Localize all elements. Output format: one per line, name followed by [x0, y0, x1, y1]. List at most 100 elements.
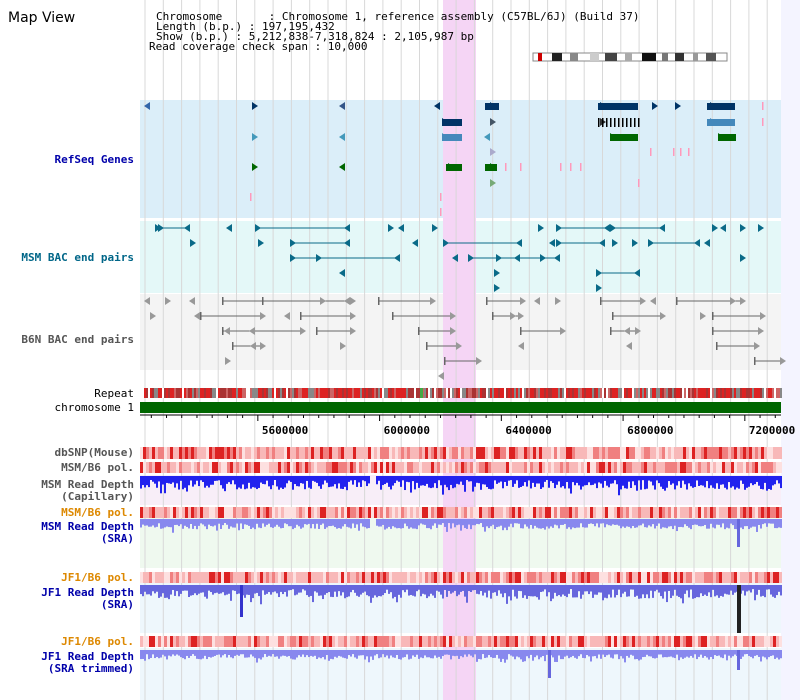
track-label-jf1-depth-trimmed[interactable]: JF1 Read Depth: [41, 650, 134, 663]
jf1-sra-depth: [702, 585, 704, 596]
jf1-pol2-heat: [545, 636, 548, 647]
repeat-segment: [748, 388, 750, 398]
repeat-segment: [428, 388, 430, 398]
msm-pol-heat: [419, 462, 422, 473]
msm-pol2-heat: [305, 507, 308, 518]
jf1-sra-depth: [438, 585, 440, 592]
msm-sra-depth: [168, 519, 170, 528]
jf1-pol-heat: [329, 572, 332, 583]
refseq-pink-mark: [680, 148, 682, 156]
msm-pol2-heat: [143, 507, 146, 518]
repeat-segment: [514, 388, 516, 398]
msm-pol-heat: [749, 462, 752, 473]
track-label-jf1-b6-pol-1[interactable]: JF1/B6 pol.: [61, 571, 134, 584]
track-label-jf1-depth-sra[interactable]: JF1 Read Depth: [41, 586, 134, 599]
msm-sra-depth: [592, 519, 594, 525]
jf1-sra-depth: [402, 585, 404, 591]
jf1-pol2-heat: [365, 636, 368, 647]
msm-bac-end: [394, 254, 400, 262]
repeat-segment: [544, 388, 546, 398]
msm-sra-depth: [264, 519, 266, 527]
jf1-sra-depth: [586, 585, 588, 592]
dbsnp-heat: [728, 447, 731, 459]
repeat-segment: [768, 388, 770, 398]
msm-pol-heat: [230, 462, 233, 473]
jf1-trim-depth: [686, 650, 688, 657]
jf1-pol2-heat: [473, 636, 476, 647]
track-label-msm-depth-sra[interactable]: MSM Read Depth: [41, 520, 134, 533]
jf1-pol-heat: [395, 572, 398, 583]
jf1-trim-depth: [292, 650, 294, 660]
refseq-pink-mark: [520, 163, 522, 171]
msm-pol-heat: [332, 462, 335, 473]
jf1-trim-depth: [612, 650, 614, 659]
repeat-segment: [420, 388, 423, 398]
msm-sra-depth: [774, 519, 776, 529]
repeat-segment: [456, 388, 458, 398]
msm-capillary-depth: [298, 476, 300, 487]
jf1-trim-depth: [586, 650, 588, 656]
jf1-trim-depth: [464, 650, 466, 655]
msm-pol-heat: [335, 462, 338, 473]
msm-pol-heat: [428, 462, 431, 473]
msm-pol-heat: [557, 462, 560, 473]
jf1-pol-heat: [275, 572, 278, 583]
msm-capillary-depth: [456, 476, 458, 484]
msm-pol2-heat: [770, 507, 773, 518]
msm-sra-depth: [648, 519, 650, 526]
dbsnp-heat: [542, 447, 545, 459]
jf1-trim-depth: [192, 650, 194, 655]
jf1-sra-depth: [210, 585, 212, 593]
msm-pol-heat: [200, 462, 203, 473]
jf1-pol2-heat: [350, 636, 353, 647]
jf1-pol-heat: [266, 572, 269, 583]
repeat-segment: [302, 388, 304, 398]
track-label-msm-depth-capillary[interactable]: MSM Read Depth: [41, 478, 134, 491]
msm-pol2-heat: [401, 507, 404, 518]
repeat-segment: [500, 388, 502, 398]
msm-capillary-depth: [290, 476, 292, 482]
jf1-pol2-heat: [203, 636, 206, 647]
track-label-msm-b6-pol-2[interactable]: MSM/B6 pol.: [61, 506, 134, 519]
msm-bac-end: [432, 224, 438, 232]
repeat-segment: [726, 388, 728, 398]
msm-capillary-depth: [442, 476, 444, 495]
msm-sra-depth: [574, 519, 576, 529]
msm-pol2-heat: [755, 507, 758, 518]
jf1-trim-depth: [774, 650, 776, 659]
refseq-exon: [634, 118, 636, 127]
jf1-sra-depth: [218, 585, 220, 594]
repeat-segment: [358, 388, 360, 398]
jf1-pol-heat: [272, 572, 275, 583]
jf1-trim-depth: [562, 650, 564, 660]
msm-capillary-depth: [226, 476, 228, 484]
msm-capillary-depth: [184, 476, 186, 488]
track-label-jf1-b6-pol-2[interactable]: JF1/B6 pol.: [61, 635, 134, 648]
jf1-pol2-heat: [401, 636, 404, 647]
track-label-refseq[interactable]: RefSeq Genes: [54, 153, 134, 166]
repeat-segment: [218, 388, 220, 398]
msm-capillary-depth: [366, 476, 368, 487]
repeat-segment: [242, 388, 244, 398]
msm-bac-end: [704, 239, 710, 247]
track-label-b6n-bac[interactable]: B6N BAC end pairs: [21, 333, 134, 346]
track-label-msm-b6-pol-1[interactable]: MSM/B6 pol.: [61, 461, 134, 474]
jf1-pol-heat: [155, 572, 158, 583]
ideogram-band: [625, 53, 632, 61]
jf1-sra-depth: [608, 585, 610, 595]
dbsnp-heat: [416, 447, 419, 459]
track-label-msm-bac[interactable]: MSM BAC end pairs: [21, 251, 134, 264]
repeat-segment: [474, 388, 476, 398]
msm-capillary-depth: [480, 476, 482, 490]
track-label-dbsnp[interactable]: dbSNP(Mouse): [54, 446, 134, 459]
b6n-bac-end: [284, 312, 290, 320]
dbsnp-heat: [599, 447, 602, 459]
dbsnp-heat: [431, 447, 434, 459]
repeat-segment: [140, 388, 142, 398]
msm-pol2-heat: [212, 507, 215, 518]
msm-capillary-depth: [318, 476, 320, 487]
repeat-segment: [258, 388, 260, 398]
jf1-pol2-heat: [419, 636, 422, 647]
msm-capillary-depth: [520, 476, 522, 488]
msm-bac-end: [599, 239, 605, 247]
